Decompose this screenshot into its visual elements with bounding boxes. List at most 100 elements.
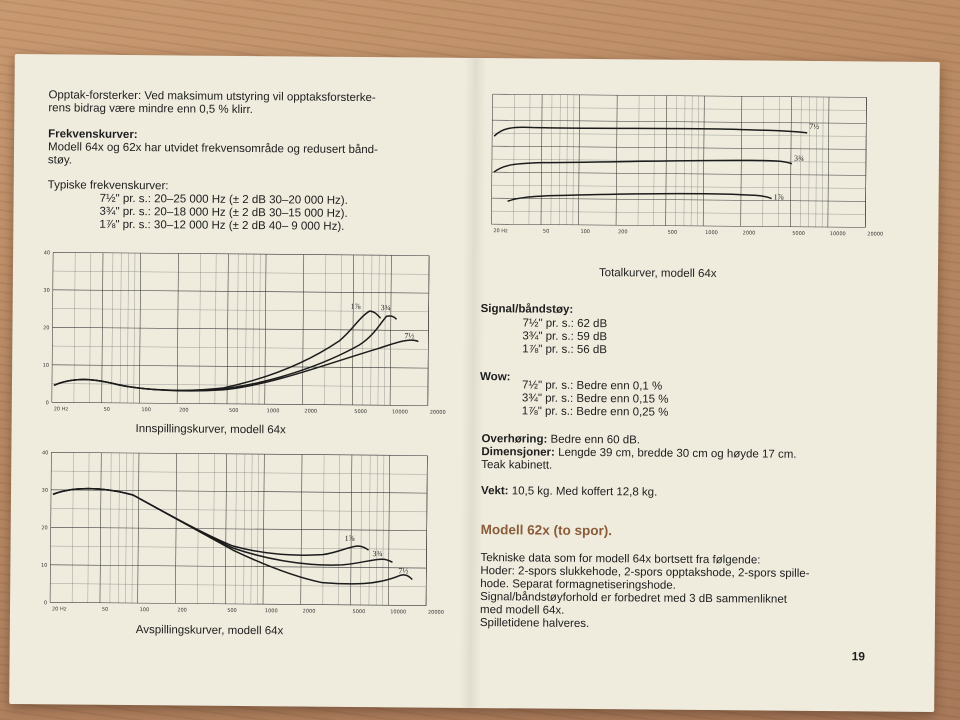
grid-line bbox=[52, 364, 429, 369]
weight-value: 10,5 kg. Med koffert 12,8 kg. bbox=[508, 485, 658, 499]
model-62x-line: Spilletidene halveres. bbox=[479, 617, 590, 631]
curve-label: 7½ bbox=[398, 566, 408, 575]
x-tick-label: 1000 bbox=[267, 408, 280, 414]
x-tick-label: 50 bbox=[102, 607, 108, 613]
y-tick-label: 30 bbox=[42, 488, 48, 494]
grid-line bbox=[492, 119, 867, 124]
chart-grid bbox=[51, 252, 430, 406]
x-tick-label: 5000 bbox=[354, 409, 367, 415]
axis-ticks: 20 Hz 50 100 200 500 1000 2000 5000 10000 2000040… bbox=[41, 450, 444, 616]
grid-line bbox=[52, 270, 429, 275]
curve-label: 3¾ bbox=[794, 154, 804, 163]
curve-label: 3¾ bbox=[381, 303, 391, 312]
grid-line bbox=[492, 132, 867, 137]
curve-3-75 bbox=[53, 315, 398, 392]
page-number: 19 bbox=[851, 649, 866, 664]
x-tick-label: 1000 bbox=[705, 230, 718, 236]
y-tick-label: 0 bbox=[44, 600, 47, 606]
x-tick-label: 50 bbox=[543, 229, 549, 235]
manual-page: Opptak-forsterker: Ved maksimum utstyrin… bbox=[9, 53, 940, 713]
y-tick-label: 10 bbox=[43, 363, 49, 369]
y-tick-label: 0 bbox=[46, 400, 49, 406]
x-tick-label: 5000 bbox=[353, 609, 366, 615]
x-tick-label: 200 bbox=[179, 407, 189, 413]
grid-line bbox=[491, 171, 866, 176]
grid-line bbox=[491, 210, 866, 215]
grid-line bbox=[52, 308, 429, 312]
x-tick-label: 10000 bbox=[392, 409, 408, 415]
x-tick-label: 200 bbox=[177, 607, 187, 613]
grid-line bbox=[50, 527, 427, 531]
axis-ticks: 20 Hz 50 100 200 500 1000 2000 5000 10000 2000040… bbox=[43, 250, 446, 416]
grid-line bbox=[51, 402, 428, 406]
grid-line bbox=[52, 345, 429, 350]
grid-line bbox=[50, 602, 427, 606]
intro-line: rens bidrag være mindre enn 0,5 % klirr. bbox=[48, 102, 253, 117]
grid-line bbox=[53, 252, 430, 256]
y-tick-label: 40 bbox=[42, 450, 48, 456]
chart-grid bbox=[491, 93, 867, 228]
x-tick-label: 20000 bbox=[430, 410, 446, 416]
x-tick-label: 2000 bbox=[304, 409, 317, 415]
axis-ticks: 20 Hz 50 100 200 500 1000 2000 5000 10000 20000 bbox=[493, 228, 883, 237]
recording-curves-chart: 20 Hz 50 100 200 500 1000 2000 5000 10000 2000040… bbox=[43, 250, 446, 416]
typical-line: 1⅞" pr. s.: 30–12 000 Hz (± 2 dB 40– 9 0… bbox=[99, 218, 345, 233]
dimensions-label: Dimensjoner: bbox=[481, 446, 555, 459]
x-tick-label: 50 bbox=[104, 407, 110, 413]
x-tick-label: 100 bbox=[141, 407, 151, 413]
y-tick-label: 40 bbox=[44, 250, 50, 256]
grid-line bbox=[50, 564, 427, 569]
snr-line: 1⅞" pr. s.: 56 dB bbox=[522, 343, 607, 357]
curve-3-75 bbox=[493, 159, 793, 173]
x-tick-label: 100 bbox=[580, 229, 590, 235]
x-tick-label: 10000 bbox=[390, 609, 406, 615]
crosstalk-label: Overhøring: bbox=[481, 433, 548, 446]
curve-3-75 bbox=[52, 487, 393, 566]
x-tick-label: 20000 bbox=[867, 231, 883, 237]
chart-grid bbox=[49, 452, 428, 606]
playback-caption: Avspillingskurver, modell 64x bbox=[135, 624, 284, 638]
x-tick-label: 500 bbox=[229, 408, 239, 414]
x-tick-label: 20000 bbox=[428, 610, 444, 616]
wow-line: 1⅞" pr. s.: Bedre enn 0,25 % bbox=[521, 405, 669, 419]
x-tick-label: 200 bbox=[618, 229, 628, 235]
total-caption: Totalkurver, modell 64x bbox=[598, 267, 717, 281]
x-tick-label: 5000 bbox=[792, 231, 805, 237]
freq-line: støy. bbox=[47, 154, 73, 167]
y-tick-label: 20 bbox=[43, 325, 49, 331]
x-tick-label: 20 Hz bbox=[493, 228, 508, 234]
curve-label: 7½ bbox=[404, 331, 414, 340]
weight-line: Vekt: 10,5 kg. Med koffert 12,8 kg. bbox=[481, 484, 657, 500]
y-tick-label: 10 bbox=[41, 563, 47, 569]
grid-line bbox=[50, 583, 427, 587]
curve-label: 7½ bbox=[809, 122, 819, 131]
grid-line bbox=[492, 93, 867, 98]
wow-heading: Wow: bbox=[479, 371, 511, 384]
curve-1-875 bbox=[52, 487, 369, 556]
freq-line: Modell 64x og 62x har utvidet frekvensom… bbox=[47, 141, 378, 157]
crosstalk-value: Bedre enn 60 dB. bbox=[547, 433, 641, 447]
weight-label: Vekt: bbox=[481, 485, 509, 498]
x-tick-label: 500 bbox=[668, 230, 678, 236]
x-tick-label: 10000 bbox=[830, 231, 846, 237]
curve-1-875 bbox=[507, 192, 772, 202]
snr-heading: Signal/båndstøy: bbox=[480, 303, 574, 316]
x-tick-label: 20 Hz bbox=[52, 606, 67, 612]
grid-line bbox=[51, 470, 428, 475]
curve-7-5 bbox=[52, 487, 413, 585]
grid-line bbox=[491, 184, 866, 189]
recording-caption: Innspillingskurver, modell 64x bbox=[135, 423, 286, 437]
playback-curves-chart: 20 Hz 50 100 200 500 1000 2000 5000 10000 2000040… bbox=[41, 450, 444, 616]
curve-label: 3¾ bbox=[372, 549, 382, 558]
grid-line bbox=[492, 145, 867, 150]
grid-line bbox=[491, 223, 866, 228]
grid-line bbox=[491, 197, 866, 202]
x-tick-label: 2000 bbox=[743, 230, 756, 236]
grid-line bbox=[51, 452, 428, 456]
grid-line bbox=[50, 508, 427, 512]
x-tick-label: 1000 bbox=[265, 608, 278, 614]
model-62x-heading: Modell 62x (to spor). bbox=[480, 522, 613, 539]
x-tick-label: 500 bbox=[227, 608, 237, 614]
dimensions-value: Lengde 39 cm, bredde 30 cm og høyde 17 c… bbox=[554, 446, 797, 461]
grid-line bbox=[52, 289, 429, 294]
